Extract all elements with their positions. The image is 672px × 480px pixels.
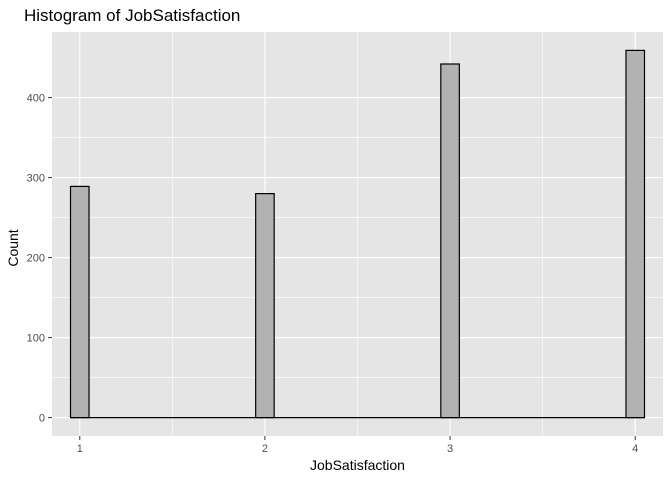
y-axis-title: Count: [5, 229, 21, 266]
axis-ticks: [48, 97, 636, 440]
histogram-bar: [440, 63, 460, 419]
histogram-bars: [69, 49, 646, 419]
chart-title: Histogram of JobSatisfaction: [24, 6, 240, 25]
tick-labels: 1 2 3 4 0 100 200 300 400: [27, 93, 639, 455]
y-tick-label: 400: [27, 93, 45, 105]
histogram-bar: [255, 193, 275, 419]
x-tick-label: 1: [77, 443, 83, 455]
histogram-bar: [69, 185, 90, 419]
y-tick-label: 300: [27, 173, 45, 185]
x-tick-label: 3: [447, 443, 453, 455]
x-tick-label: 4: [632, 443, 638, 455]
x-axis-title: JobSatisfaction: [310, 457, 405, 473]
y-tick-label: 100: [27, 333, 45, 345]
minor-gridlines: [52, 32, 663, 436]
x-tick-label: 2: [262, 443, 268, 455]
histogram-bar: [625, 49, 646, 419]
y-tick-label: 200: [27, 253, 45, 265]
y-tick-label: 0: [39, 413, 45, 425]
